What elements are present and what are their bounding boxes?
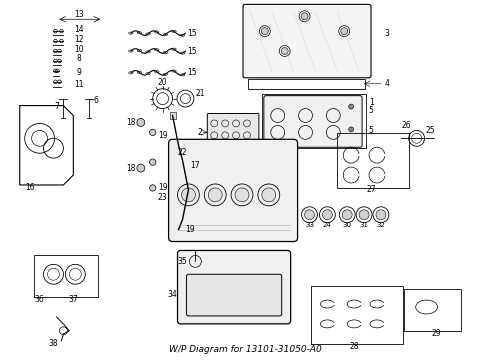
Circle shape	[359, 210, 369, 220]
Text: 20: 20	[158, 78, 168, 87]
Text: 4: 4	[385, 79, 390, 88]
Text: 23: 23	[158, 193, 168, 202]
Circle shape	[281, 48, 288, 54]
Text: 3: 3	[385, 29, 390, 38]
Text: 19: 19	[186, 225, 195, 234]
Text: 29: 29	[432, 329, 441, 338]
Text: 10: 10	[74, 45, 84, 54]
Text: 27: 27	[366, 185, 376, 194]
Bar	[337, 133, 409, 188]
Text: 33: 33	[305, 222, 314, 228]
Text: 34: 34	[168, 289, 177, 298]
Text: 13: 13	[74, 10, 84, 19]
Bar	[182, 201, 189, 209]
Circle shape	[301, 13, 308, 20]
Text: 19: 19	[158, 131, 168, 140]
Text: 25: 25	[426, 126, 436, 135]
FancyBboxPatch shape	[177, 251, 291, 324]
Bar	[170, 112, 175, 120]
Text: 15: 15	[188, 46, 197, 55]
Circle shape	[149, 159, 156, 165]
Bar	[248, 79, 365, 89]
Text: 2: 2	[198, 128, 203, 137]
Text: 36: 36	[35, 294, 45, 303]
Text: 22: 22	[178, 148, 187, 157]
FancyBboxPatch shape	[187, 274, 282, 316]
Circle shape	[181, 188, 196, 202]
Text: 8: 8	[77, 54, 82, 63]
Circle shape	[169, 188, 176, 195]
FancyBboxPatch shape	[169, 139, 297, 242]
Text: 24: 24	[323, 222, 332, 228]
Text: 30: 30	[343, 222, 352, 228]
Text: 9: 9	[77, 68, 82, 77]
Text: 38: 38	[49, 339, 58, 348]
Circle shape	[235, 188, 249, 202]
Circle shape	[342, 210, 352, 220]
Text: 31: 31	[360, 222, 368, 228]
Bar	[175, 141, 181, 149]
Text: 15: 15	[188, 29, 197, 38]
Circle shape	[262, 188, 276, 202]
FancyBboxPatch shape	[243, 4, 371, 78]
Text: 15: 15	[188, 68, 197, 77]
Bar	[404, 289, 461, 331]
Bar	[182, 171, 189, 179]
Bar	[34, 255, 98, 297]
Text: 21: 21	[196, 89, 205, 98]
Text: 17: 17	[191, 161, 200, 170]
Text: 5: 5	[368, 126, 373, 135]
Text: 35: 35	[177, 257, 187, 266]
Text: 19: 19	[158, 184, 168, 193]
Circle shape	[349, 127, 354, 132]
Text: 6: 6	[94, 96, 98, 105]
Text: 5: 5	[368, 106, 373, 115]
Text: 26: 26	[402, 121, 412, 130]
Text: 32: 32	[376, 222, 385, 228]
Text: 37: 37	[69, 294, 78, 303]
Circle shape	[170, 145, 176, 152]
Circle shape	[305, 210, 315, 220]
Bar	[312, 286, 403, 344]
Text: 28: 28	[349, 342, 359, 351]
Circle shape	[149, 185, 156, 191]
Text: 14: 14	[74, 25, 84, 34]
Text: 7: 7	[54, 102, 59, 111]
Circle shape	[137, 164, 145, 172]
Text: 1: 1	[369, 98, 374, 107]
Text: 18: 18	[126, 163, 136, 172]
Circle shape	[349, 104, 354, 109]
Circle shape	[261, 28, 269, 35]
Circle shape	[208, 188, 222, 202]
Circle shape	[341, 28, 348, 35]
Text: 11: 11	[74, 80, 84, 89]
Text: 12: 12	[74, 35, 84, 44]
Bar	[262, 94, 366, 148]
Circle shape	[376, 210, 386, 220]
Text: W/P Diagram for 13101-31050-A0: W/P Diagram for 13101-31050-A0	[169, 345, 321, 354]
Text: 18: 18	[126, 118, 136, 127]
Circle shape	[137, 118, 145, 126]
Circle shape	[322, 210, 332, 220]
FancyBboxPatch shape	[264, 96, 362, 147]
FancyBboxPatch shape	[207, 113, 259, 153]
Circle shape	[149, 129, 156, 136]
Text: 16: 16	[25, 184, 34, 193]
